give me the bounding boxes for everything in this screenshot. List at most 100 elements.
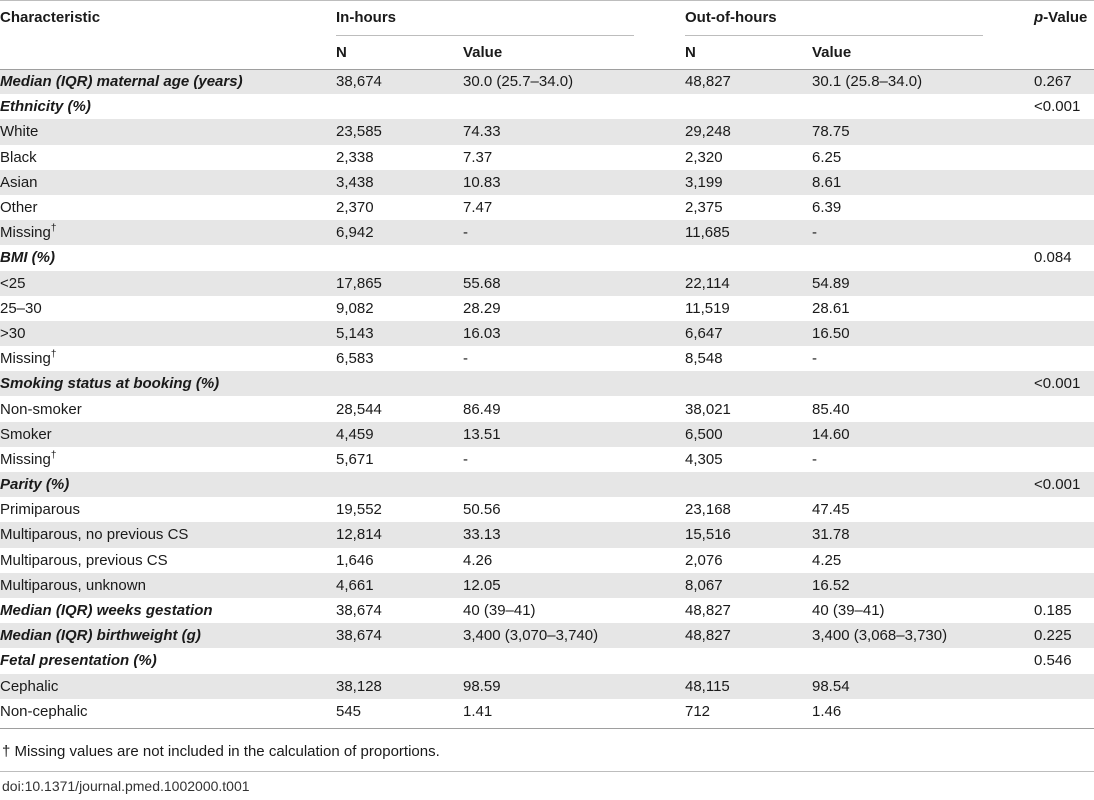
footnote-rule	[0, 771, 1094, 772]
cell-n-in-hours: 5,143	[336, 320, 463, 347]
row-label-text: Smoker	[0, 425, 52, 443]
row-label: <25	[0, 270, 336, 296]
cell-value-out-of-hours	[812, 94, 1035, 120]
row-label: >30	[0, 320, 336, 347]
cell-n-in-hours: 19,552	[336, 497, 463, 523]
header-p-rest: -Value	[1043, 9, 1088, 26]
row-label: Black	[0, 144, 336, 170]
cell-n-out-of-hours	[685, 648, 812, 674]
body-bottom-rule	[0, 728, 1094, 729]
table-row: Median (IQR) maternal age (years) 38,674 3…	[0, 69, 1094, 95]
doi-text: doi:10.1371/journal.pmed.1002000.t001	[2, 778, 250, 794]
cell-value-in-hours: 13.51	[463, 421, 685, 447]
header-rule	[0, 69, 1094, 70]
cell-p-value	[1034, 522, 1094, 548]
cell-p-value	[1034, 320, 1094, 347]
cell-value-out-of-hours: 30.1 (25.8–34.0)	[812, 69, 1035, 95]
cell-value-out-of-hours: -	[812, 346, 1035, 372]
cell-value-in-hours: 3,400 (3,070–3,740)	[463, 623, 685, 649]
cell-p-value	[1034, 169, 1094, 195]
cell-n-out-of-hours: 48,827	[685, 597, 812, 624]
cell-value-in-hours: 16.03	[463, 320, 685, 347]
cell-n-out-of-hours: 48,115	[685, 673, 812, 699]
row-label: BMI (%)	[0, 245, 336, 271]
cell-value-out-of-hours: 40 (39–41)	[812, 597, 1035, 624]
cell-value-in-hours: 30.0 (25.7–34.0)	[463, 69, 685, 95]
cell-n-out-of-hours	[685, 371, 812, 397]
header-out-of-hours: Out-of-hours	[685, 0, 1034, 36]
row-label: Median (IQR) birthweight (g)	[0, 623, 336, 649]
cell-p-value: <0.001	[1034, 472, 1094, 498]
cell-p-value	[1034, 295, 1094, 321]
header-in-hours-label: In-hours	[336, 9, 396, 26]
row-label: Missing†	[0, 446, 336, 472]
cell-n-in-hours: 1,646	[336, 547, 463, 573]
cell-value-in-hours	[463, 472, 685, 498]
data-table: Characteristic In-hours Out-of-hours p-V…	[0, 0, 1094, 724]
cell-n-in-hours: 6,942	[336, 220, 463, 246]
table-row: 25–30 9,082 28.29 11,519 28.61	[0, 295, 1094, 321]
row-label: Smoking status at booking (%)	[0, 371, 336, 397]
table-row: BMI (%) 0.084	[0, 245, 1094, 271]
row-label: Missing†	[0, 220, 336, 246]
header-n-out-of-hours: N	[685, 44, 696, 61]
cell-n-in-hours: 2,338	[336, 144, 463, 170]
table-row: Missing† 6,942-11,685-	[0, 220, 1094, 246]
cell-value-out-of-hours: 6.39	[812, 194, 1035, 221]
dagger-footnote-mark: †	[50, 449, 57, 461]
cell-value-in-hours: -	[463, 346, 685, 372]
cell-p-value: 0.267	[1034, 69, 1094, 95]
row-label-text: Other	[0, 199, 38, 217]
cell-value-out-of-hours: 16.52	[812, 572, 1035, 598]
row-label-text: Asian	[0, 173, 38, 191]
cell-p-value: <0.001	[1034, 94, 1094, 120]
cell-value-in-hours	[463, 245, 685, 271]
table-row: Smoking status at booking (%) <0.001	[0, 371, 1094, 397]
cell-value-in-hours	[463, 94, 685, 120]
header-p-italic: p	[1034, 9, 1044, 26]
cell-p-value	[1034, 572, 1094, 598]
cell-n-out-of-hours: 48,827	[685, 69, 812, 95]
row-label-text: Ethnicity (%)	[0, 98, 91, 116]
cell-n-in-hours: 5,671	[336, 446, 463, 472]
header-value-in-hours: Value	[463, 44, 503, 61]
dagger-footnote-mark: †	[50, 349, 57, 361]
cell-n-in-hours: 38,128	[336, 673, 463, 699]
row-label-text: >30	[0, 324, 26, 342]
cell-value-out-of-hours	[812, 472, 1035, 498]
cell-n-in-hours: 4,661	[336, 572, 463, 598]
cell-value-in-hours: 7.37	[463, 144, 685, 170]
row-label: Multiparous, unknown	[0, 572, 336, 598]
cell-value-out-of-hours: 4.25	[812, 547, 1035, 573]
table-row: Non-cephalic 545 1.41 712 1.46	[0, 698, 1094, 724]
cell-n-in-hours: 38,674	[336, 623, 463, 649]
table-row: Multiparous, previous CS 1,646 4.26 2,076 4.…	[0, 547, 1094, 573]
cell-n-out-of-hours: 29,248	[685, 119, 812, 145]
cell-value-in-hours: 12.05	[463, 572, 685, 598]
table-row: Missing† 6,583-8,548-	[0, 346, 1094, 372]
table-row: Fetal presentation (%) 0.546	[0, 648, 1094, 674]
row-label: Missing†	[0, 346, 336, 372]
cell-value-out-of-hours: 54.89	[812, 270, 1035, 296]
dagger-footnote-mark: †	[50, 223, 57, 235]
cell-p-value	[1034, 396, 1094, 422]
cell-n-in-hours: 4,459	[336, 421, 463, 447]
header-value-out-of-hours: Value	[812, 44, 852, 61]
cell-p-value	[1034, 119, 1094, 145]
row-label: White	[0, 119, 336, 145]
table-row: Median (IQR) weeks gestation 38,674 40 (39…	[0, 597, 1094, 624]
cell-value-in-hours: -	[463, 220, 685, 246]
cell-n-out-of-hours: 48,827	[685, 623, 812, 649]
cell-p-value	[1034, 421, 1094, 447]
table-header: Characteristic In-hours Out-of-hours p-V…	[0, 0, 1094, 69]
cell-n-out-of-hours: 8,548	[685, 346, 812, 372]
cell-p-value: 0.546	[1034, 648, 1094, 674]
table-row: Multiparous, unknown 4,661 12.05 8,067 16.52	[0, 572, 1094, 598]
cell-n-out-of-hours	[685, 472, 812, 498]
table-row: Ethnicity (%) <0.001	[0, 94, 1094, 120]
table-row: Median (IQR) birthweight (g) 38,674 3,400 …	[0, 623, 1094, 649]
row-label: Multiparous, previous CS	[0, 547, 336, 573]
table-row: Asian 3,438 10.83 3,199 8.61	[0, 169, 1094, 195]
header-out-of-hours-label: Out-of-hours	[685, 9, 777, 26]
